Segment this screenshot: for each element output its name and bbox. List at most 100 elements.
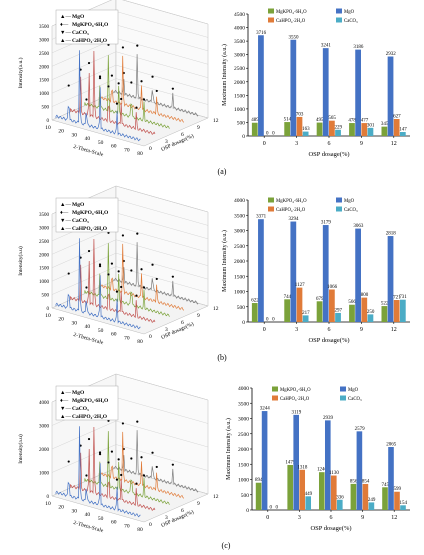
peak-marker (130, 269, 133, 272)
y-tick-label: 1000 (234, 107, 245, 113)
legend-swatch (268, 197, 274, 203)
data-label: 800 (361, 293, 369, 298)
data-label: 2065 (386, 443, 397, 448)
bar (322, 225, 329, 322)
bar (361, 123, 368, 136)
z-tick-label: 3500 (39, 25, 50, 30)
z-tick-label: 2500 (39, 240, 50, 245)
data-label: 449 (305, 492, 313, 497)
xrd-trace (70, 426, 156, 511)
data-label: 1127 (295, 283, 305, 288)
bar (302, 315, 309, 322)
grid-line (115, 444, 209, 471)
legend-label: CaHPO₄·2H₂O (276, 208, 306, 213)
data-label: 0 (272, 318, 275, 323)
x-tick-label: 80 (137, 339, 143, 345)
bar (299, 469, 306, 510)
legend-marker-icon: ▲— (60, 390, 71, 396)
peak-marker (110, 74, 113, 77)
y-tick-label: 1500 (234, 274, 245, 280)
grid-line (115, 397, 209, 424)
legend-label: MgKPO₄·6H₂O (72, 210, 109, 216)
y-tick-label: 6 (181, 320, 184, 326)
peak-marker (87, 61, 91, 65)
grid-line (115, 212, 209, 240)
bar (335, 129, 341, 136)
x-tick-label: 20 (58, 505, 64, 511)
peak-marker (151, 451, 154, 454)
x-tick-label: 10 (45, 313, 51, 319)
data-label: 3119 (291, 410, 301, 415)
y-tick-label: 500 (237, 305, 246, 311)
legend-label: CaCO₃ (72, 218, 89, 224)
z-tick-label: 500 (42, 106, 50, 111)
peak-marker (121, 46, 124, 49)
legend-swatch (340, 395, 346, 401)
bar (261, 411, 268, 510)
legend-label: CaCO₃ (344, 208, 358, 213)
legend-label: MgO (72, 202, 85, 208)
panel-label: (b) (217, 353, 227, 362)
legend-label: CaHPO₄·2H₂O (72, 226, 108, 232)
y-tick-label: 1000 (234, 290, 245, 296)
z-tick-label: 500 (42, 294, 50, 299)
grid-line (115, 11, 209, 38)
x-tick-label: 9 (360, 327, 363, 333)
legend-marker-icon: ▲— (60, 202, 71, 208)
peak-marker (140, 456, 143, 459)
x-axis-label: OSP dosage(%) (308, 337, 349, 344)
bar (400, 505, 406, 510)
data-label: 217 (302, 311, 310, 316)
peak-marker (107, 231, 110, 234)
data-label: 1475 (285, 461, 296, 466)
z-axis-label: Intensity(a.u) (17, 246, 24, 276)
x-tick-label: 12 (391, 327, 397, 333)
peak-marker (87, 249, 91, 253)
z-axis-label: Intensity(a.u) (17, 434, 24, 464)
xrd-trace (84, 431, 170, 505)
y-tick-label: 3 (165, 139, 168, 145)
y-tick-label: 500 (241, 493, 250, 499)
peak-marker (117, 82, 120, 85)
y-axis-label: Maximum Intensity (a.u.) (225, 418, 232, 480)
data-label: 854 (362, 479, 370, 484)
peak-marker (67, 272, 70, 275)
data-label: 0 (270, 506, 273, 511)
y-tick-label: 3 (165, 327, 168, 333)
y-tick-label: 9 (197, 125, 200, 131)
legend-label: MgKPO₄·6H₂O (72, 22, 109, 28)
legend-label: MgKPO₄·6H₂O (72, 398, 109, 404)
data-label: 2939 (323, 416, 334, 421)
data-label: 3179 (321, 221, 332, 226)
peak-marker (120, 97, 123, 101)
grid-line (51, 91, 117, 121)
xrd-trace (70, 50, 156, 135)
bar (255, 482, 262, 510)
y-tick-label: 2000 (238, 447, 249, 453)
x-tick-label: 0 (263, 327, 266, 333)
legend-swatch (336, 206, 342, 212)
legend-box (55, 9, 119, 45)
xrd-trace (55, 238, 141, 330)
data-label: 1130 (329, 471, 339, 476)
y-tick-label: 4000 (234, 26, 245, 32)
bar (316, 301, 323, 322)
peak-marker (151, 263, 154, 266)
y-tick-label: 2500 (238, 432, 249, 438)
y-tick-label: 0 (242, 134, 245, 140)
y-tick-label: 0 (149, 146, 152, 152)
data-label: 249 (368, 498, 376, 503)
y-tick-label: 9 (197, 501, 200, 507)
y-tick-label: 4500 (234, 12, 245, 18)
y-tick-label: 1500 (238, 462, 249, 468)
grid-line (115, 199, 209, 226)
data-label: 336 (336, 495, 344, 500)
y-tick-label: 12 (213, 118, 219, 124)
y-tick-label: 0 (149, 334, 152, 340)
legend-swatch (272, 395, 278, 401)
peak-marker (155, 277, 158, 281)
data-label: 301 (367, 123, 375, 128)
y-tick-label: 2000 (234, 259, 245, 265)
